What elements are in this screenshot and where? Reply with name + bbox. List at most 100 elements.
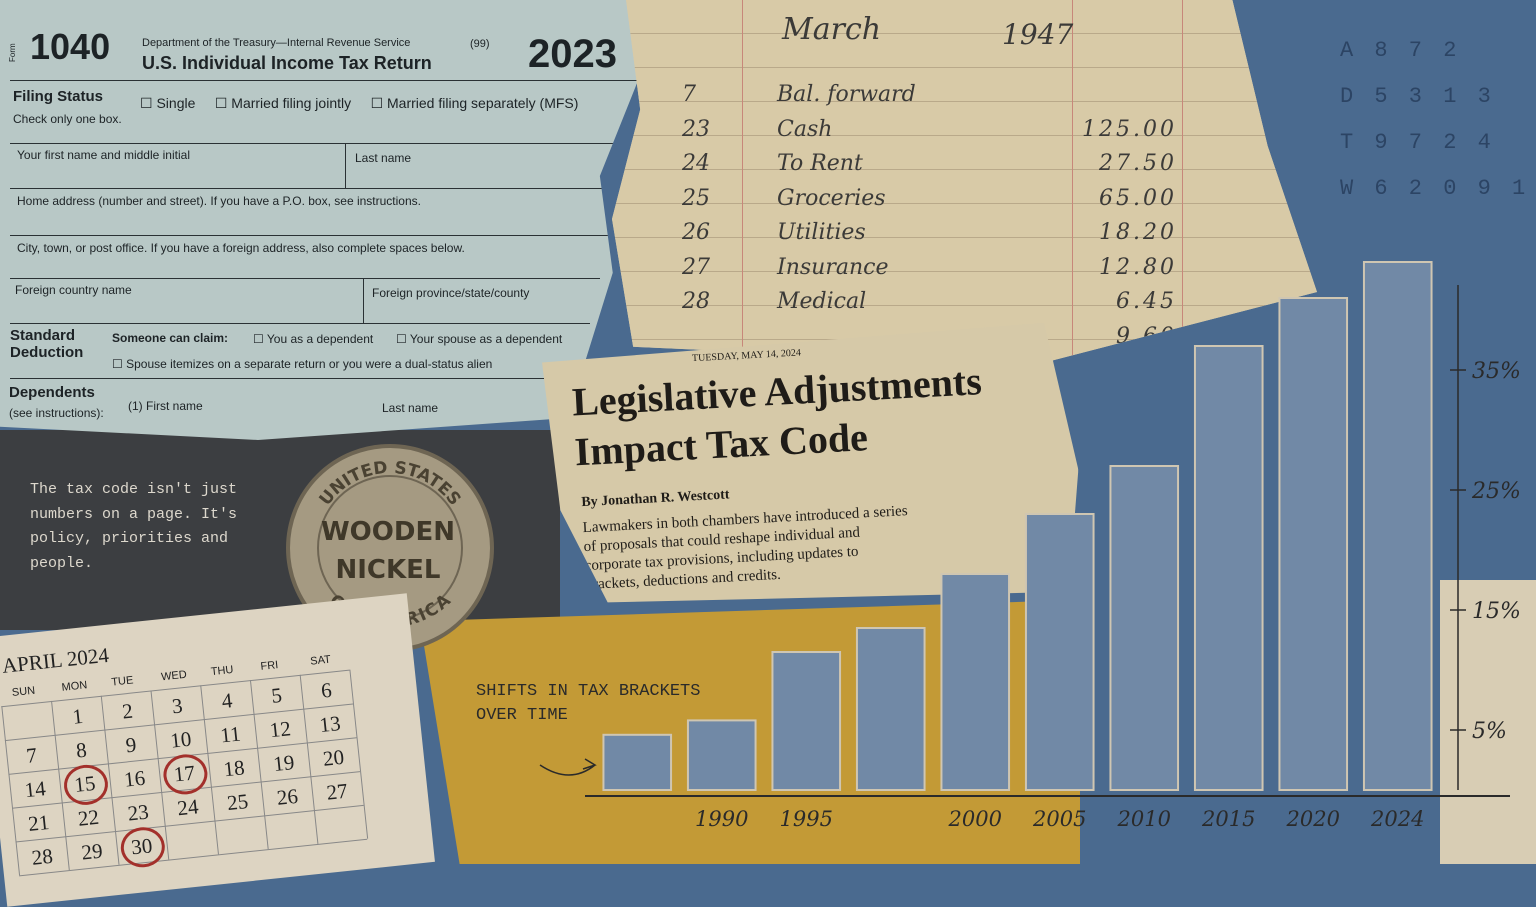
see-instructions: (see instructions): — [9, 406, 104, 420]
field-label: City, town, or post office. If you have … — [17, 241, 465, 255]
bar — [1362, 261, 1433, 791]
y-tick-label: 35% — [1472, 359, 1521, 384]
claim-option: Your spouse as a dependent — [409, 332, 563, 346]
bar — [1278, 297, 1349, 791]
day: 11 — [219, 721, 242, 748]
form-dept: Department of the Treasury—Internal Reve… — [142, 37, 411, 49]
field-label: Home address (number and street). If you… — [17, 194, 421, 208]
typed-code: D 5 3 1 3 — [1340, 84, 1495, 109]
arrow — [539, 758, 597, 776]
field-label: Foreign province/state/county — [372, 286, 530, 300]
tax-form: Form 1040 Department of the Treasury—Int… — [0, 0, 645, 440]
checkbox-option[interactable]: ☐ Married filing separately (MFS) — [370, 95, 579, 111]
quote: The tax code isn't just numbers on a pag… — [30, 481, 238, 572]
form-code: (99) — [470, 38, 490, 50]
weekday: SAT — [309, 653, 332, 668]
day: 6 — [319, 677, 333, 703]
ledger-amount: 6.45 — [1116, 289, 1177, 314]
beige-paper — [1440, 580, 1536, 864]
ledger-amount: 65.00 — [1099, 185, 1177, 211]
day: 23 — [126, 799, 150, 826]
checkbox-option[interactable]: ☐ Single — [140, 95, 196, 111]
day: 12 — [268, 716, 292, 743]
day: 20 — [321, 744, 346, 771]
x-tick-label: 2005 — [1032, 807, 1086, 831]
ledger-day: 25 — [682, 185, 710, 211]
ledger-item: Groceries — [777, 185, 886, 211]
dep-field: Last name — [382, 401, 439, 415]
day: 21 — [27, 809, 51, 837]
ledger-amount: 18.20 — [1099, 220, 1177, 245]
ledger-item: Insurance — [777, 254, 889, 280]
overlay: UNITED STATES OF AMERICA WOODEN NICKEL S… — [286, 261, 1521, 831]
x-tick-label: 2010 — [1117, 807, 1171, 831]
checkbox-option[interactable]: ☐ Married filing jointly — [214, 95, 352, 111]
form-title: U.S. Individual Income Tax Return — [142, 53, 432, 73]
spouse-itemizes: Spouse itemizes on a separate return or … — [126, 357, 493, 371]
ledger-item: To Rent — [777, 151, 863, 176]
ledger-amount: 27.50 — [1099, 151, 1177, 176]
nickel-word: NICKEL — [336, 555, 441, 585]
form-number: 1040 — [30, 26, 111, 67]
ledger-year: 1947 — [1002, 18, 1074, 51]
day: 13 — [318, 710, 342, 738]
claim-option: You as a dependent — [266, 332, 374, 346]
someone-can-claim: Someone can claim: — [112, 331, 229, 345]
field-label: Foreign country name — [15, 283, 132, 297]
y-tick-label: 25% — [1471, 479, 1521, 504]
ledger-page: March 1947 7 Bal. forward 23 Cash 125.00 24 To… — [612, 0, 1317, 365]
day: 3 — [170, 693, 184, 719]
day: 4 — [220, 688, 234, 714]
calendar-title: APRIL 2024 — [0, 642, 110, 678]
ledger-day: 24 — [682, 151, 710, 176]
day: 25 — [225, 789, 250, 816]
standard-deduction: Standard Deduction — [10, 327, 84, 361]
day: 2 — [121, 698, 134, 724]
day: 16 — [122, 765, 147, 792]
day: 1 — [71, 703, 85, 729]
day: 27 — [325, 778, 349, 805]
check-one: Check only one box. — [13, 112, 122, 126]
day: 18 — [222, 755, 246, 782]
chart-title: SHIFTS IN TAX BRACKETS OVER TIME — [476, 682, 700, 725]
day: 5 — [270, 682, 284, 708]
ledger-month: March — [782, 12, 882, 47]
dependents: Dependents — [9, 384, 95, 401]
option-label: Single — [156, 95, 196, 111]
weekday: FRI — [259, 659, 279, 673]
bar — [602, 733, 673, 791]
ledger-day: 7 — [682, 82, 696, 107]
ledger-item: Medical — [777, 289, 867, 314]
bar — [1109, 465, 1180, 791]
dep-field: (1) First name — [128, 399, 203, 413]
y-tick-label: 15% — [1472, 599, 1521, 624]
day: 24 — [176, 794, 200, 821]
day: 19 — [272, 750, 296, 777]
option-label: Married filing jointly — [231, 95, 352, 111]
x-tick-label: 1995 — [780, 807, 833, 831]
ledger-item: Cash — [777, 116, 833, 142]
bar — [771, 651, 842, 791]
day: 8 — [74, 737, 88, 763]
weekday: WED — [160, 668, 188, 684]
weekday: THU — [210, 663, 234, 679]
x-tick-label: 2015 — [1201, 807, 1255, 831]
ledger-amount: 125.00 — [1082, 116, 1177, 142]
day: 9 — [124, 732, 138, 758]
weekday: SUN — [11, 684, 36, 700]
x-tick-label: 2000 — [948, 807, 1002, 831]
bar — [686, 719, 757, 792]
ledger-day: 26 — [682, 220, 710, 245]
bar — [940, 573, 1011, 791]
ledger-amount: 12.80 — [1099, 254, 1177, 280]
x-tick-label: 2024 — [1370, 807, 1424, 831]
day: 29 — [80, 838, 104, 865]
day: 22 — [76, 804, 101, 831]
day: 10 — [169, 726, 193, 753]
bar — [1024, 513, 1095, 791]
typed-code: W 6 2 0 9 1 — [1340, 176, 1530, 201]
x-tick-label: 2020 — [1286, 807, 1340, 831]
form-year: 2023 — [528, 32, 617, 76]
options: ☐ Single ☐ Married filing jointly ☐ Marr… — [140, 95, 578, 112]
